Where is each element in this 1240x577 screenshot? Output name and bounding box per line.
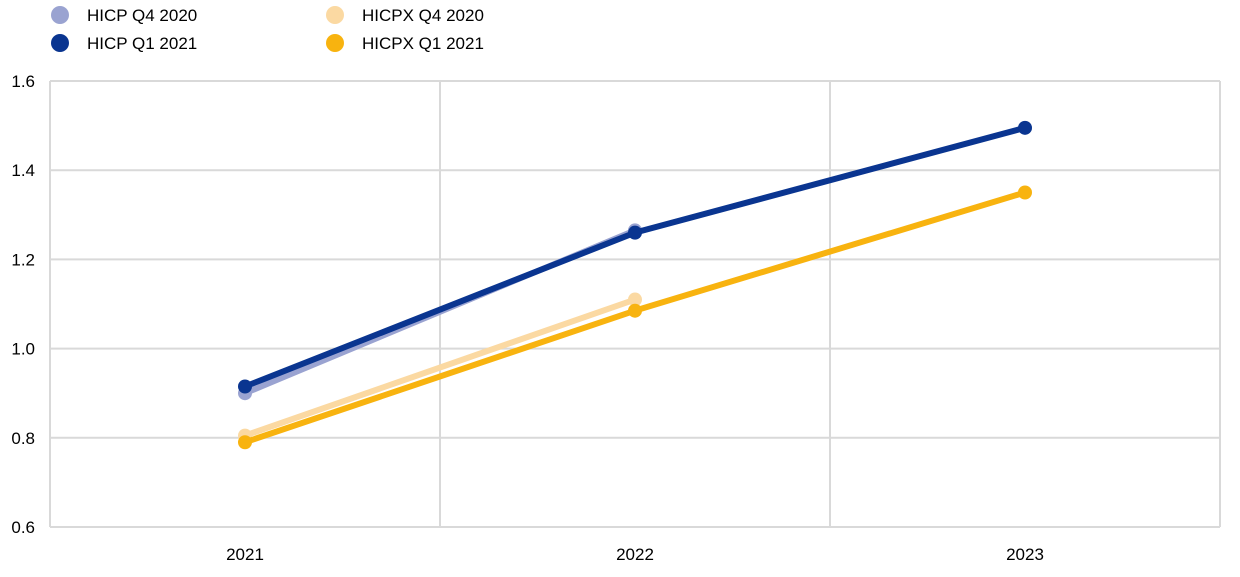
legend-item: HICPX Q1 2021 [326,34,484,53]
legend-item: HICP Q1 2021 [51,34,197,53]
data-point [238,379,252,394]
legend-label: HICP Q4 2020 [87,6,197,25]
legend-marker [326,34,344,52]
series-line [242,296,638,439]
y-tick-label: 1.0 [11,340,35,359]
x-tick-label: 2023 [1006,545,1044,564]
series-3 [238,185,1032,450]
y-tick-label: 0.6 [11,518,35,537]
legend-marker [51,6,69,24]
x-tick-label: 2022 [616,545,654,564]
y-axis: 0.6 0.8 1.0 1.2 1.4 1.6 [11,72,35,537]
data-point [1018,185,1032,200]
data-point [628,225,642,240]
data-point [628,303,642,318]
legend-label: HICPX Q1 2021 [362,34,484,53]
data-point [238,435,252,450]
data-point [1018,120,1032,135]
legend-item: HICP Q4 2020 [51,6,197,25]
x-axis: 2021 2022 2023 [226,545,1044,564]
data-point [628,292,642,307]
legend-marker [51,34,69,52]
legend: HICP Q4 2020 HICPX Q4 2020 HICP Q1 2021 HIC… [51,6,484,53]
y-tick-label: 1.4 [11,161,35,180]
legend-label: HICP Q1 2021 [87,34,197,53]
y-tick-label: 0.8 [11,429,35,448]
legend-item: HICPX Q4 2020 [326,6,484,25]
y-tick-label: 1.2 [11,250,35,269]
legend-label: HICPX Q4 2020 [362,6,484,25]
x-tick-label: 2021 [226,545,264,564]
legend-marker [326,6,344,24]
series-layer [238,120,1032,450]
y-tick-label: 1.6 [11,72,35,91]
series-2 [238,120,1032,394]
